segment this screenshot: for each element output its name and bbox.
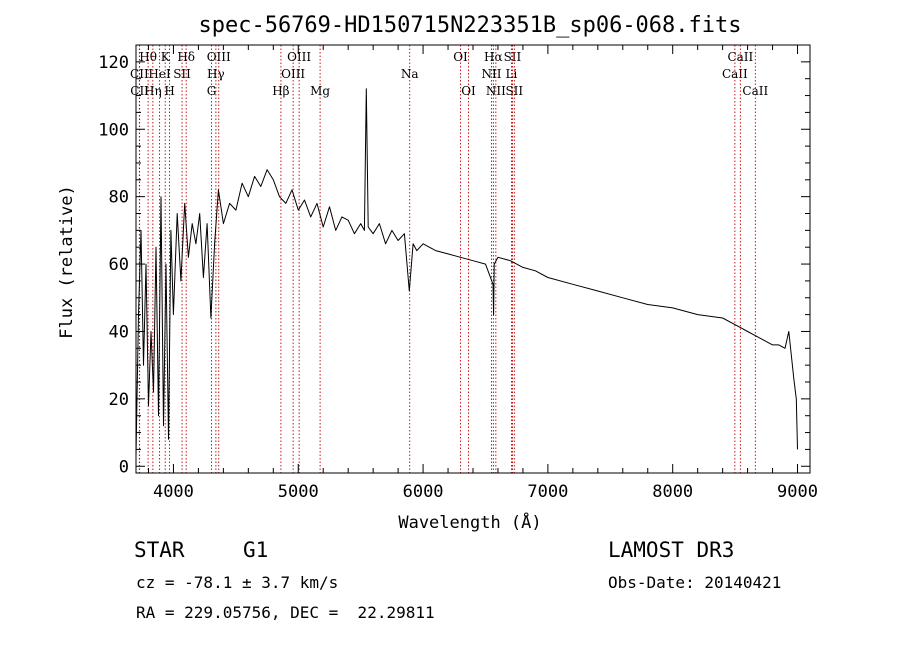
- line-label: OIII: [281, 67, 305, 81]
- line-label: G: [207, 84, 217, 98]
- y-tick-label: 100: [98, 120, 129, 140]
- x-tick-label: 5000: [278, 482, 319, 502]
- y-tick-label: 80: [109, 188, 129, 208]
- plot-frame: [135, 44, 811, 474]
- y-axis-label: Flux (relative): [57, 185, 77, 339]
- y-tick-label: 40: [109, 322, 129, 342]
- x-tick-label: 8000: [652, 482, 693, 502]
- line-label: SII: [173, 67, 191, 81]
- flux-series: [135, 88, 798, 457]
- y-tick-label: 60: [109, 255, 129, 275]
- line-label: Na: [401, 67, 419, 81]
- x-tick-label: 6000: [403, 482, 444, 502]
- object-subclass: G1: [243, 538, 269, 562]
- line-label: Hγ: [207, 67, 225, 81]
- line-label: Hβ: [272, 84, 289, 98]
- flux-line: [135, 88, 798, 457]
- line-label: H: [164, 84, 174, 98]
- line-label: NII: [486, 84, 506, 98]
- line-label: Hδ: [177, 50, 195, 64]
- redshift-text: cz = -78.1 ± 3.7 km/s: [136, 573, 339, 592]
- coordinates-text: RA = 229.05756, DEC = 22.29811: [136, 603, 435, 622]
- line-label: Mg: [310, 84, 330, 98]
- chart-title: spec-56769-HD150715N223351B_sp06-068.fit…: [198, 13, 741, 38]
- observation-date: Obs-Date: 20140421: [608, 573, 782, 592]
- line-label: OIII: [207, 50, 231, 64]
- y-tick-label: 20: [109, 390, 129, 410]
- object-class: STAR: [134, 538, 185, 562]
- line-annotations: CIICIIHθHηHeIKHSIIHδHγGOIIIHβOIIIOIIIMgN…: [130, 45, 768, 473]
- line-label: SII: [504, 50, 522, 64]
- line-label: OI: [461, 84, 476, 98]
- x-tick-label: 4000: [153, 482, 194, 502]
- line-label: CaII: [727, 50, 753, 64]
- line-label: Hα: [484, 50, 503, 64]
- line-label: CaII: [742, 84, 768, 98]
- y-tick-label: 120: [98, 53, 129, 73]
- line-label: Hη: [144, 84, 162, 98]
- line-label: SII: [505, 84, 523, 98]
- line-label: K: [161, 50, 171, 64]
- line-label: OIII: [287, 50, 311, 64]
- line-label: NII: [481, 67, 501, 81]
- line-label: CaII: [722, 67, 748, 81]
- x-tick-label: 7000: [527, 482, 568, 502]
- axes: 4000 5000 6000 7000 8000 9000 0 20 40 60 80 100 120: [98, 45, 818, 502]
- line-label: HeI: [148, 67, 171, 81]
- survey-name: LAMOST DR3: [608, 538, 735, 562]
- x-axis-label: Wavelength (Å): [398, 511, 541, 533]
- x-tick-label: 9000: [777, 482, 818, 502]
- line-label: Li: [506, 67, 518, 81]
- y-tick-label: 0: [119, 457, 129, 477]
- line-label: OI: [453, 50, 468, 64]
- line-label: CII: [130, 84, 149, 98]
